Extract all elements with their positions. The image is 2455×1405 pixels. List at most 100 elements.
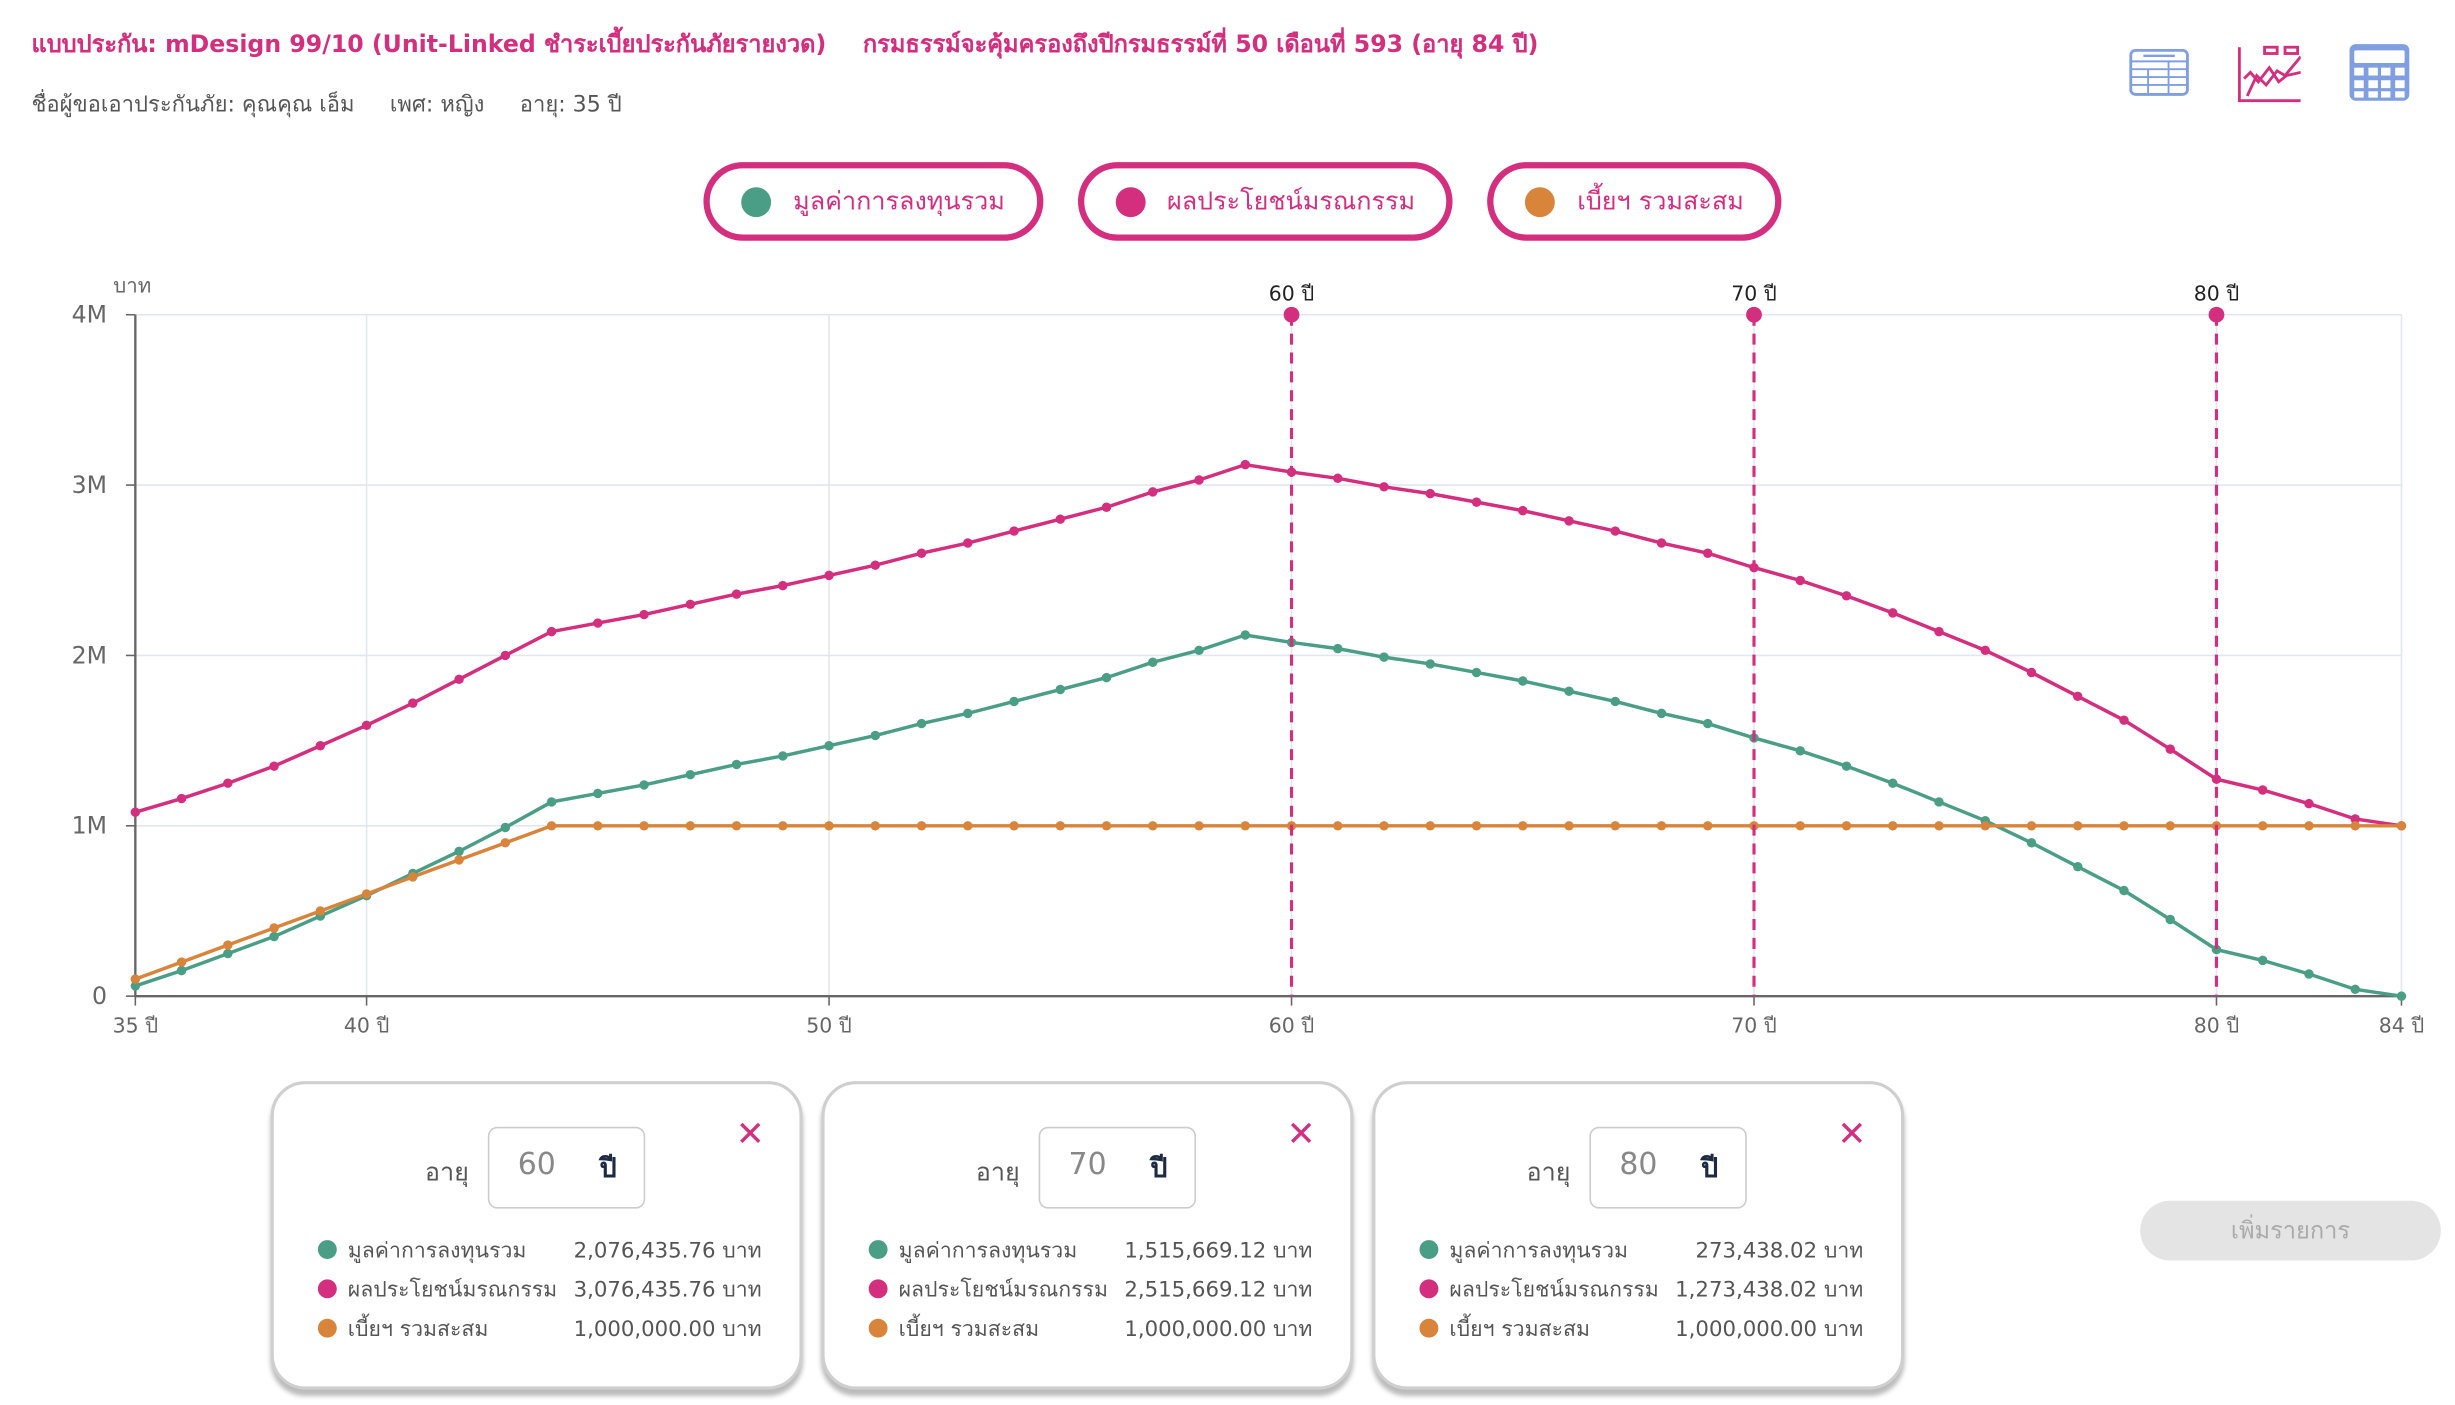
legend-toggle-premium[interactable]: เบี้ยฯ รวมสะสม [1487,162,1782,241]
data-point-1 [639,609,649,620]
data-point-2 [1980,821,1990,831]
close-icon[interactable]: ✕ [1286,1115,1316,1156]
x-tick-label: 40 ปี [344,1013,389,1037]
x-tick-label: 70 ปี [1731,1013,1776,1037]
y-axis-label: บาท [113,274,151,298]
data-point-2 [1518,821,1528,831]
data-point-1 [361,720,372,731]
card-row: ผลประโยชน์มรณกรรม 1,273,438.02 บาท [1419,1268,1863,1307]
age-value[interactable]: 60 [517,1147,556,1182]
legend-toggle-death-benefit[interactable]: ผลประโยชน์มรณกรรม [1077,162,1453,241]
data-point-0 [1333,643,1343,654]
data-point-1 [870,560,881,570]
data-point-2 [1888,821,1898,831]
data-point-0 [685,769,696,780]
data-point-2 [2304,821,2314,831]
age-unit: ปี [599,1153,617,1185]
close-icon[interactable]: ✕ [1837,1115,1867,1156]
data-point-1 [176,793,187,804]
premium-dot-icon [317,1317,337,1337]
data-point-0 [1656,708,1667,719]
card-row: ผลประโยชน์มรณกรรม 3,076,435.76 บาท [317,1268,762,1307]
premium-dot-icon [868,1317,888,1337]
data-point-0 [269,931,279,942]
data-point-1 [269,761,279,771]
add-item-button[interactable]: เพิ่มรายการ [2140,1200,2441,1261]
death-benefit-dot-icon [1419,1278,1439,1298]
data-point-2 [1471,821,1482,831]
data-point-1 [2258,785,2268,795]
series-line-1 [134,462,2402,828]
data-point-1 [1518,505,1528,516]
close-icon[interactable]: ✕ [735,1115,765,1156]
data-point-2 [269,923,279,933]
data-point-1 [1471,497,1482,507]
data-point-2 [870,821,881,831]
data-point-1 [2165,744,2175,754]
data-point-0 [1379,652,1389,662]
y-tick-label: 0 [92,982,107,1010]
age-value[interactable]: 80 [1619,1147,1658,1182]
age-input[interactable]: 80 ปี [1589,1126,1747,1209]
data-point-0 [1610,696,1620,707]
data-point-2 [1055,821,1066,831]
data-point-2 [546,821,557,831]
insured-name: ชื่อผู้ขอเอาประกันภัย: คุณคุณ เอ็ม [31,92,355,119]
data-point-2 [1656,821,1667,831]
y-tick-label: 2M [72,641,107,669]
data-point-0 [1518,676,1528,686]
death-benefit-dot-icon [868,1278,888,1298]
chart-view-icon[interactable] [2237,41,2301,104]
data-point-2 [2258,821,2268,831]
legend-toggle-investment[interactable]: มูลค่าการลงทุนรวม [703,162,1043,241]
header-title: แบบประกัน: mDesign 99/10 (Unit-Linked ชำ… [31,25,1566,63]
age-marker-label: 70 ปี [1731,282,1776,306]
data-point-2 [778,821,788,831]
data-point-0 [2258,955,2268,966]
line-chart: 0 1M 2M 3M 4M 35 ปี 40 ปี 50 ปี 60 ปี 70 ปี 80 ปี 8… [72,274,2425,1038]
data-point-2 [2026,821,2037,831]
data-point-2 [593,821,603,831]
data-point-1 [315,741,326,751]
age-input[interactable]: 60 ปี [487,1126,646,1209]
data-point-1 [2211,774,2222,784]
card-row: เบี้ยฯ รวมสะสม 1,000,000.00 บาท [1419,1308,1863,1347]
data-point-0 [1009,696,1019,707]
card-row: เบี้ยฯ รวมสะสม 1,000,000.00 บาท [868,1308,1312,1347]
age-marker-handle [1283,306,1300,323]
data-point-0 [593,788,603,799]
data-point-1 [130,807,141,817]
investment-dot-icon [868,1239,888,1259]
data-point-1 [1379,482,1389,492]
investment-dot-icon [317,1239,337,1259]
insured-info: ชื่อผู้ขอเอาประกันภัย: คุณคุณ เอ็ม เพศ: … [31,88,650,123]
calculator-icon[interactable] [2348,41,2411,104]
data-point-2 [1841,821,1852,831]
x-tick-label: 60 ปี [1269,1013,1314,1037]
age-marker-handle [2208,306,2225,323]
data-point-0 [176,965,187,976]
series-line-0 [134,633,2402,998]
data-point-2 [2396,821,2407,831]
legend-label: เบี้ยฯ รวมสะสม [1577,184,1744,215]
data-point-1 [546,626,557,637]
data-point-1 [1425,488,1435,499]
age-value[interactable]: 70 [1068,1147,1107,1182]
data-point-2 [315,906,326,916]
data-point-1 [824,570,834,581]
data-point-1 [731,589,742,599]
data-point-0 [1795,746,1805,756]
legend-label: มูลค่าการลงทุนรวม [793,184,1005,215]
investment-dot-icon [741,186,772,217]
age-input[interactable]: 70 ปี [1038,1126,1197,1209]
data-point-1 [1194,475,1204,485]
data-point-2 [1194,821,1204,831]
data-point-0 [1934,797,1944,807]
x-tick-label: 35 ปี [113,1013,158,1037]
data-point-0 [130,981,141,991]
card-row: เบี้ยฯ รวมสะสม 1,000,000.00 บาท [317,1308,762,1347]
table-view-icon[interactable] [2128,41,2191,104]
data-point-1 [1703,548,1713,558]
card-row: มูลค่าการลงทุนรวม 2,076,435.76 บาท [317,1229,762,1268]
age-card-3: อายุ 80 ปี ✕ มูลค่าการลงทุนรวม 273,438.02 … [1372,1081,1905,1390]
